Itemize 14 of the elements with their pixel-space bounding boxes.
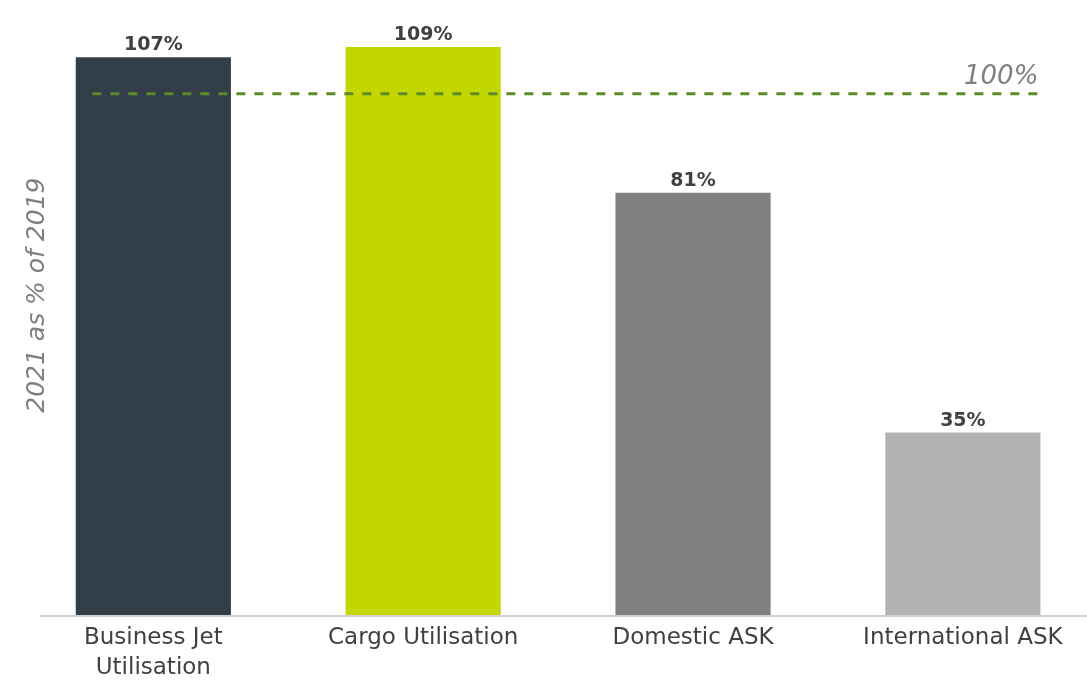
bar — [615, 192, 771, 615]
ref-line-label: 100% — [964, 60, 1039, 90]
data-label: 107% — [123, 32, 183, 55]
y-axis-title: 2021 as % of 2019 — [21, 177, 51, 413]
data-label: 81% — [670, 167, 716, 190]
x-tick-label: Cargo Utilisation — [328, 623, 519, 650]
x-tick-label: Business Jet Utilisation — [84, 623, 223, 680]
x-tick-label: International ASK — [863, 623, 1064, 650]
data-label: 109% — [393, 21, 453, 44]
data-label: 35% — [940, 407, 986, 430]
x-tick-label: Domestic ASK — [612, 623, 775, 650]
bar — [885, 432, 1041, 615]
bar — [345, 46, 501, 615]
bar — [75, 57, 231, 615]
